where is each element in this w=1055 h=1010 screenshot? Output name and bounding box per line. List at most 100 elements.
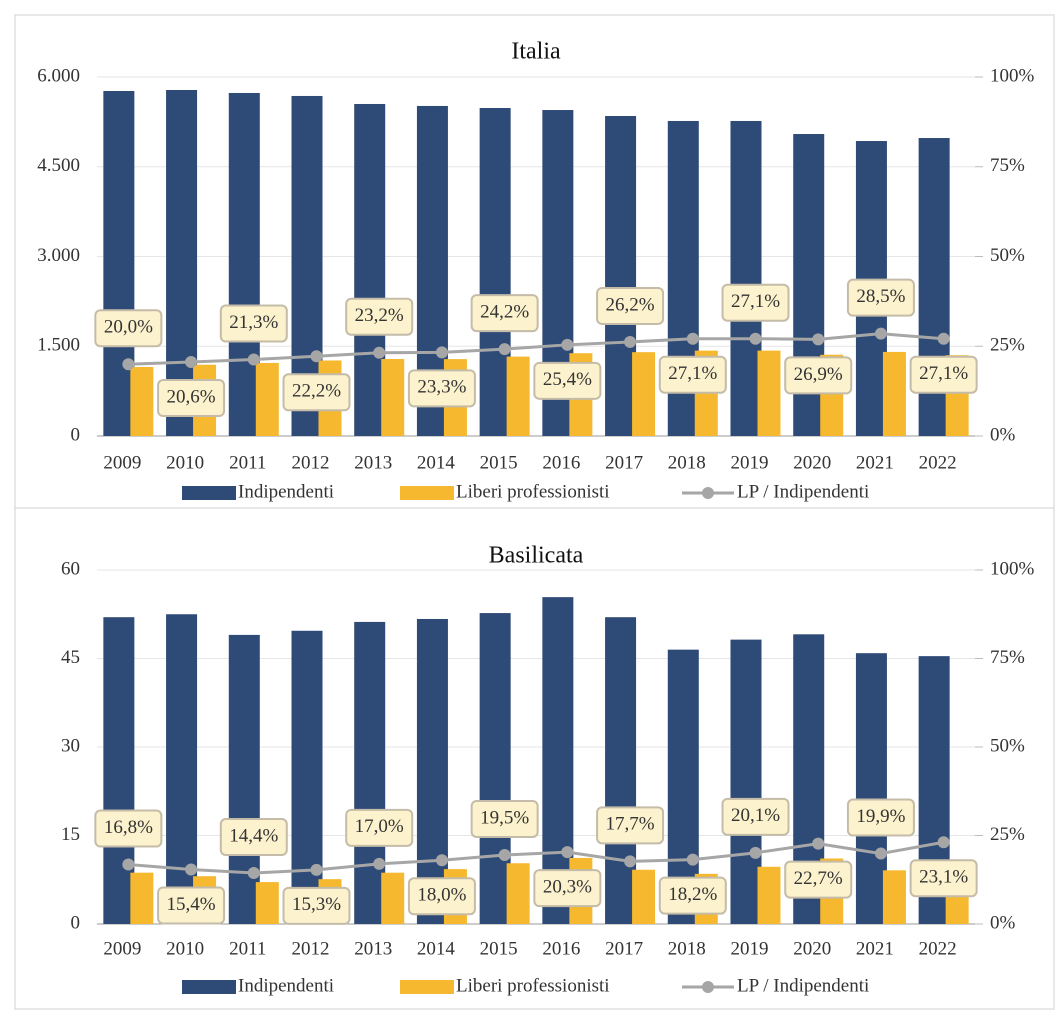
bar bbox=[757, 350, 781, 436]
data-label: 20,0% bbox=[104, 317, 153, 338]
bar bbox=[632, 869, 656, 924]
line-point bbox=[373, 857, 386, 870]
line-point bbox=[310, 863, 323, 876]
x-tick-label: 2009 bbox=[103, 452, 141, 473]
x-tick-label: 2014 bbox=[417, 938, 456, 959]
legend-swatch bbox=[182, 486, 236, 500]
bar bbox=[228, 92, 260, 437]
bar bbox=[291, 630, 323, 924]
label-box bbox=[470, 799, 539, 838]
line-point bbox=[122, 858, 135, 871]
line-point bbox=[561, 338, 574, 351]
bar bbox=[255, 362, 279, 436]
line-point bbox=[247, 867, 260, 880]
legend-label: Liberi professionisti bbox=[456, 975, 610, 996]
data-label: 22,2% bbox=[292, 381, 341, 402]
label-box bbox=[533, 361, 602, 400]
bar bbox=[506, 863, 530, 924]
line-point bbox=[874, 847, 887, 860]
data-label: 28,5% bbox=[856, 286, 905, 307]
legend-label: Indipendenti bbox=[238, 481, 334, 502]
y-tick-label: 60 bbox=[61, 558, 80, 579]
x-tick-label: 2013 bbox=[354, 938, 392, 959]
data-label: 14,4% bbox=[229, 825, 278, 846]
label-box bbox=[345, 808, 414, 847]
y-tick-label: 30 bbox=[61, 735, 80, 756]
bar bbox=[605, 116, 637, 437]
line-point bbox=[185, 356, 198, 369]
bar bbox=[632, 352, 656, 436]
legend-point bbox=[702, 981, 714, 993]
data-label: 16,8% bbox=[104, 817, 153, 838]
bar bbox=[166, 614, 198, 924]
label-box bbox=[345, 297, 414, 336]
data-label: 23,1% bbox=[919, 867, 968, 888]
data-label: 18,0% bbox=[417, 885, 466, 906]
x-tick-label: 2021 bbox=[856, 938, 894, 959]
data-label: 15,3% bbox=[292, 894, 341, 915]
x-tick-label: 2018 bbox=[668, 452, 706, 473]
y2-tick-label: 75% bbox=[990, 155, 1025, 176]
line-point bbox=[624, 855, 637, 868]
y2-tick-label: 50% bbox=[990, 245, 1025, 266]
bar bbox=[103, 91, 135, 436]
x-tick-label: 2019 bbox=[731, 938, 769, 959]
label-box bbox=[596, 286, 665, 325]
bar bbox=[416, 618, 448, 924]
x-tick-label: 2015 bbox=[480, 938, 518, 959]
line-point bbox=[561, 846, 574, 859]
line-series bbox=[128, 840, 944, 875]
bar bbox=[757, 866, 781, 924]
legend-label: LP / Indipendenti bbox=[737, 481, 869, 502]
line-point bbox=[812, 837, 825, 850]
bar bbox=[730, 639, 762, 924]
data-label: 15,4% bbox=[167, 894, 216, 915]
bar bbox=[479, 613, 511, 924]
x-tick-label: 2009 bbox=[103, 938, 141, 959]
label-box bbox=[282, 886, 351, 925]
data-label: 24,2% bbox=[480, 301, 529, 322]
chart-title: Basilicata bbox=[489, 543, 584, 569]
bar bbox=[855, 653, 887, 924]
line-point bbox=[937, 836, 950, 849]
x-tick-label: 2012 bbox=[292, 452, 330, 473]
y-tick-label: 45 bbox=[61, 647, 80, 668]
data-label: 18,2% bbox=[668, 884, 717, 905]
x-tick-label: 2010 bbox=[166, 452, 204, 473]
data-label: 19,5% bbox=[480, 807, 529, 828]
y2-tick-label: 100% bbox=[990, 558, 1035, 579]
label-box bbox=[282, 373, 351, 412]
line-point bbox=[686, 853, 699, 866]
line-point bbox=[749, 332, 762, 345]
label-box bbox=[784, 860, 853, 899]
data-label: 20,3% bbox=[543, 876, 592, 897]
label-box bbox=[846, 798, 915, 837]
x-tick-label: 2016 bbox=[542, 452, 580, 473]
bar bbox=[354, 621, 386, 924]
bar bbox=[479, 107, 511, 437]
bar bbox=[605, 617, 637, 924]
label-box bbox=[658, 876, 727, 915]
x-tick-label: 2020 bbox=[793, 938, 831, 959]
legend-label: Liberi professionisti bbox=[456, 481, 610, 502]
bar bbox=[103, 617, 135, 924]
x-tick-label: 2019 bbox=[731, 452, 769, 473]
chart-title: Italia bbox=[511, 39, 561, 65]
data-label: 20,1% bbox=[731, 805, 780, 826]
legend-swatch bbox=[400, 486, 454, 500]
bar bbox=[381, 872, 405, 924]
label-box bbox=[157, 886, 226, 925]
bar bbox=[166, 89, 198, 437]
x-tick-label: 2022 bbox=[919, 452, 957, 473]
y2-tick-label: 75% bbox=[990, 647, 1025, 668]
data-label: 19,9% bbox=[856, 806, 905, 827]
line-point bbox=[686, 332, 699, 345]
y-tick-label: 0 bbox=[71, 424, 81, 445]
x-tick-label: 2012 bbox=[292, 938, 330, 959]
y-tick-label: 0 bbox=[71, 912, 81, 933]
line-point bbox=[185, 863, 198, 876]
y-tick-label: 15 bbox=[61, 824, 80, 845]
label-box bbox=[909, 355, 978, 394]
data-label: 21,3% bbox=[229, 312, 278, 333]
